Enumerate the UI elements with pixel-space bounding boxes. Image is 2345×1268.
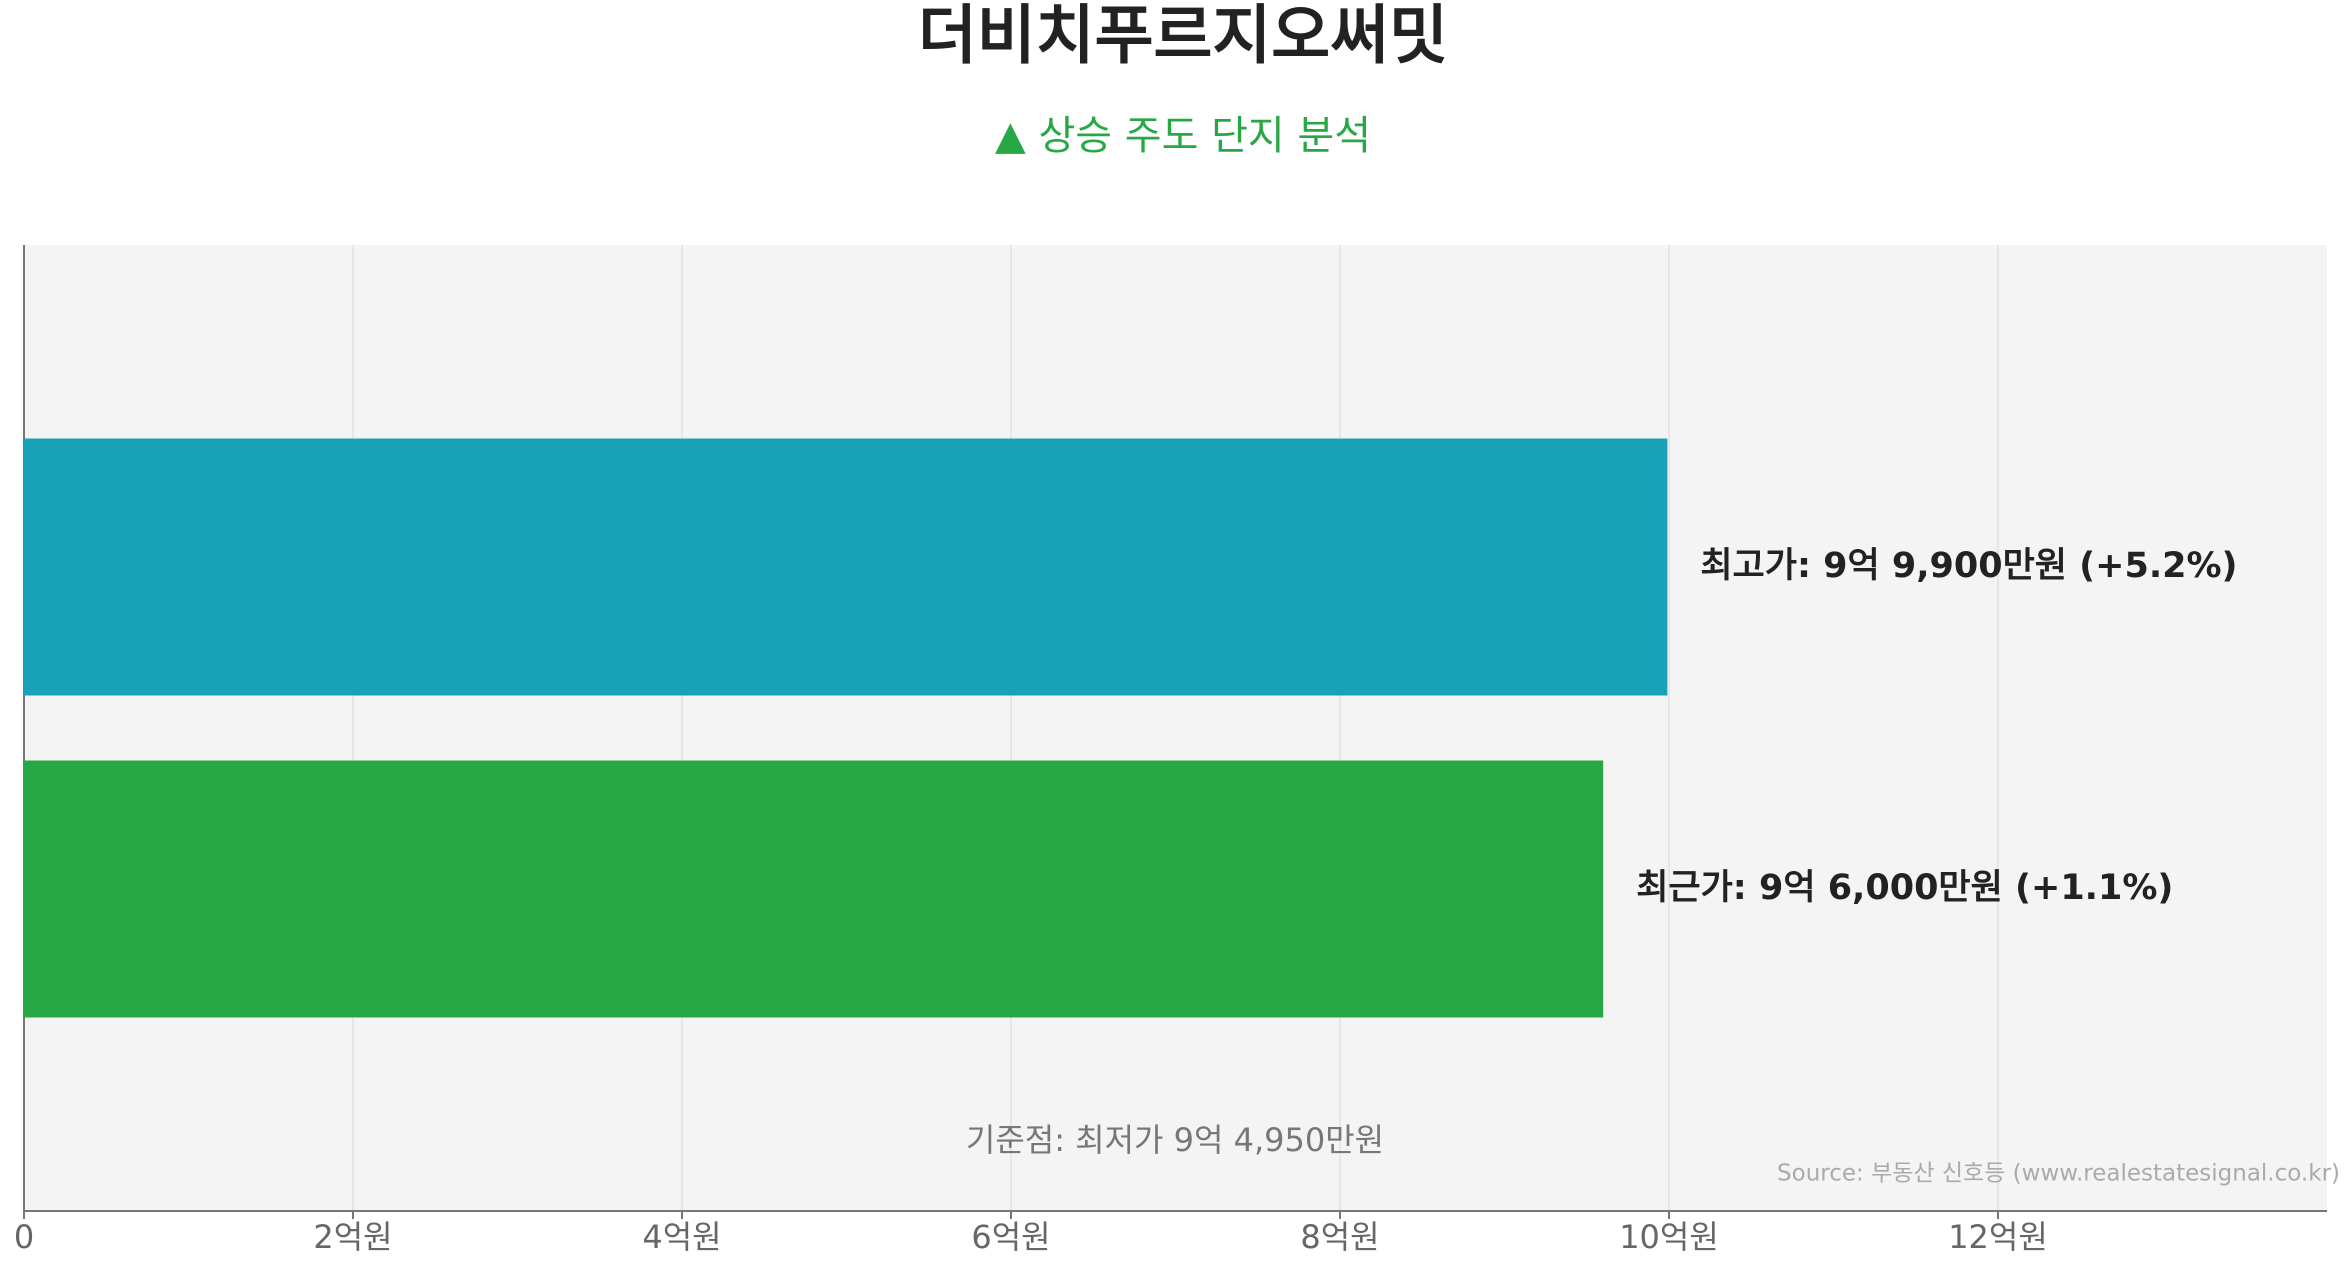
annotation: 기준점: 최저가 9억 4,950만원 xyxy=(966,1121,1384,1159)
x-tick-label: 4억원 xyxy=(642,1218,721,1256)
x-tick-label: 10억원 xyxy=(1619,1218,1719,1256)
x-tick-label: 12억원 xyxy=(1948,1218,2048,1256)
source: Source: 부동산 신호등 (www.realestatesignal.co… xyxy=(1777,1161,2340,1187)
bar xyxy=(24,760,1604,1018)
x-tick-label: 2억원 xyxy=(313,1218,392,1256)
x-tick-label: 6억원 xyxy=(971,1218,1050,1256)
x-tick-label: 8억원 xyxy=(1300,1218,1379,1256)
value-label: 최고가: 9억 9,900만원 (+5.2%) xyxy=(1700,546,2237,586)
x-tick-label: 0 xyxy=(14,1218,34,1256)
value-label: 최근가: 9억 6,000만원 (+1.1%) xyxy=(1636,868,2173,908)
chart-title: 더비치푸르지오써밋 xyxy=(918,0,1448,74)
chart-subtitle: ▲ 상승 주도 단지 분석 xyxy=(995,113,1371,159)
plot-area xyxy=(24,245,2327,1211)
bar xyxy=(24,438,1668,696)
